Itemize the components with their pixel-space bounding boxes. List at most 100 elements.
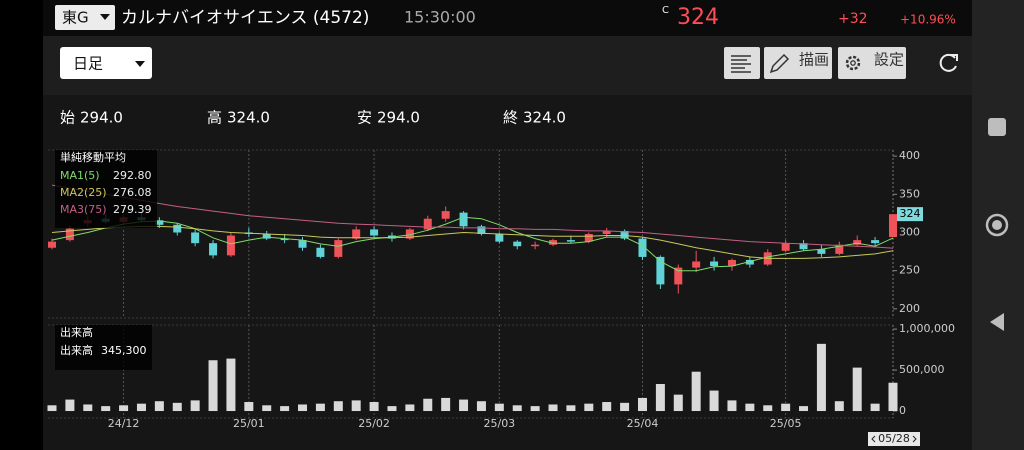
volume-bar xyxy=(172,402,182,412)
x-tick-label: 25/02 xyxy=(358,417,390,430)
volume-bar xyxy=(315,403,325,412)
volume-bar xyxy=(781,403,791,412)
volume-value: 345,300 xyxy=(101,344,147,357)
candle-body xyxy=(620,230,629,239)
candle-body xyxy=(549,240,558,245)
volume-bar xyxy=(870,403,880,412)
ohlc-label: 終 xyxy=(503,109,518,127)
home-button-dot xyxy=(992,220,1002,230)
toolbar xyxy=(43,36,972,95)
y-tick-label: 0 xyxy=(899,404,906,417)
volume-bar xyxy=(709,390,719,412)
volume-bar xyxy=(852,367,862,412)
candle-body xyxy=(835,244,844,254)
volume-bar xyxy=(727,400,737,412)
volume-bar xyxy=(83,404,93,412)
price-badge-label: 324 xyxy=(900,207,921,220)
candle-body xyxy=(817,249,826,254)
candle-body xyxy=(889,214,897,238)
candle-body xyxy=(298,240,307,248)
volume-bar xyxy=(459,399,469,412)
volume-bar xyxy=(799,406,809,412)
moving-average-line xyxy=(51,225,894,259)
candle-body xyxy=(352,229,361,239)
legend-box xyxy=(55,325,152,370)
volume-bar xyxy=(691,371,701,412)
candle-body xyxy=(334,240,343,257)
candle-body xyxy=(853,240,862,245)
back-button[interactable] xyxy=(990,313,1004,331)
volume-bar xyxy=(673,394,683,412)
period-select[interactable]: 日足 xyxy=(60,47,152,79)
volume-bar xyxy=(548,404,558,412)
time: 15:30:00 xyxy=(404,8,476,27)
date-next-arrow xyxy=(912,435,917,443)
chart-area: 24/12 25/01 25/02 25/03 25/04 25/05 200 250 300 3… xyxy=(47,149,955,446)
refresh-icon xyxy=(939,53,957,72)
candle-body xyxy=(280,238,289,241)
ohlc-value: 324.0 xyxy=(523,109,566,127)
candle-body xyxy=(316,247,325,257)
header-bar xyxy=(43,0,972,36)
y-tick-label: 200 xyxy=(899,302,920,315)
date-badge xyxy=(868,432,920,446)
settings-button-box[interactable] xyxy=(838,47,906,79)
volume-bar xyxy=(620,402,630,412)
draw-button-box[interactable] xyxy=(764,47,832,79)
moving-average-line xyxy=(51,184,894,249)
x-tick-label: 25/01 xyxy=(233,417,265,430)
volume-bar xyxy=(208,360,218,412)
refresh-arrow xyxy=(951,54,958,61)
market-select-box[interactable] xyxy=(55,5,115,30)
legend-name: MA2(25) xyxy=(60,186,107,199)
settings-button[interactable]: 設定 xyxy=(838,47,906,79)
dropdown-arrow xyxy=(100,14,110,20)
y-tick-label: 1,000,000 xyxy=(899,322,955,335)
list-button-box[interactable] xyxy=(724,47,760,79)
candle-body xyxy=(441,211,450,219)
ohlc-row: 始 294.0 高 324.0 安 294.0 終 324.0 xyxy=(60,109,566,127)
x-tick-label: 25/05 xyxy=(770,417,802,430)
volume-bar xyxy=(476,401,486,412)
change-pct: +10.96% xyxy=(900,13,956,27)
x-tick-label: 25/04 xyxy=(627,417,659,430)
volume-bar xyxy=(834,401,844,412)
x-tick-label: 24/12 xyxy=(108,417,140,430)
volume-bar xyxy=(101,406,111,412)
candle-body xyxy=(799,243,808,250)
ohlc-value: 294.0 xyxy=(377,109,420,127)
legend-value: 292.80 xyxy=(113,169,152,182)
price-flag: C xyxy=(662,5,669,16)
period-select-box[interactable] xyxy=(60,47,152,79)
draw-button[interactable]: 描画 xyxy=(764,47,832,79)
y-tick-label: 400 xyxy=(899,149,920,162)
recent-apps-button[interactable] xyxy=(988,118,1006,136)
volume-bar xyxy=(119,405,129,412)
candle-body xyxy=(727,259,736,267)
y-tick-label: 300 xyxy=(899,225,920,238)
ohlc-label: 安 xyxy=(357,109,372,127)
list-button[interactable] xyxy=(724,47,760,79)
home-button[interactable] xyxy=(985,213,1009,237)
y-tick-label: 350 xyxy=(899,187,920,200)
legend-value: 276.08 xyxy=(113,186,152,199)
y-tick-label: 500,000 xyxy=(899,363,945,376)
volume-bar xyxy=(262,405,272,412)
candle-body xyxy=(531,244,540,247)
refresh-button[interactable] xyxy=(939,53,958,72)
volume-bar xyxy=(280,406,290,412)
volume-label: 出来高 xyxy=(60,343,93,357)
gear-hub xyxy=(850,60,856,66)
volume-bar xyxy=(763,405,773,412)
candle-body xyxy=(405,229,414,239)
volume-bar xyxy=(530,406,540,412)
volume-bar xyxy=(602,402,612,412)
volume-title: 出来高 xyxy=(60,325,93,339)
legend-name: MA3(75) xyxy=(60,203,107,216)
volume-bar xyxy=(298,404,308,412)
candle-body xyxy=(48,241,56,248)
market-select[interactable]: 東G xyxy=(55,5,115,30)
candle-body xyxy=(370,229,379,236)
candle-body xyxy=(226,235,235,256)
